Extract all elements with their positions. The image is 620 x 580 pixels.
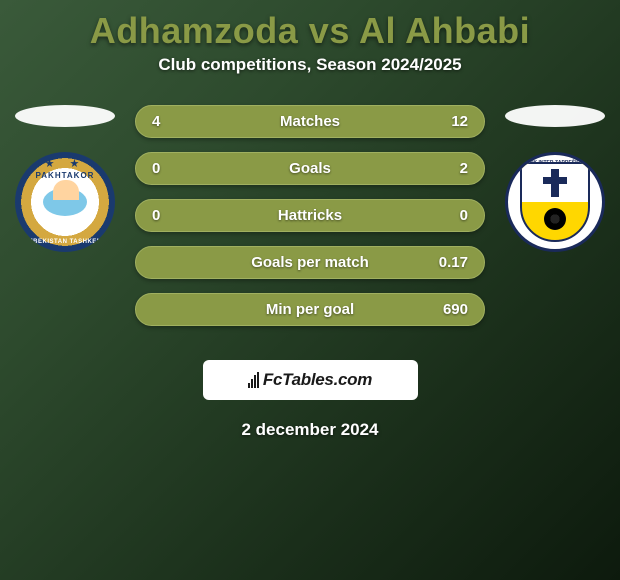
stat-label: Matches xyxy=(280,113,340,130)
stat-left-value: 4 xyxy=(152,113,192,130)
left-club-name: PAKHTAKOR xyxy=(15,171,115,180)
stat-left-value: 0 xyxy=(152,207,192,224)
right-club-logo: NK INTER ZAPREŠIĆ xyxy=(505,152,605,252)
stat-right-value: 0.17 xyxy=(428,254,468,271)
stat-row-hattricks: 0 Hattricks 0 xyxy=(135,199,485,232)
stat-label: Goals xyxy=(289,160,331,177)
date-text: 2 december 2024 xyxy=(0,420,620,440)
stat-right-value: 2 xyxy=(428,160,468,177)
right-player-area: NK INTER ZAPREŠIĆ xyxy=(500,105,610,252)
bar-chart-icon xyxy=(248,372,259,388)
branding-badge[interactable]: FcTables.com xyxy=(203,360,418,400)
cotton-icon xyxy=(43,188,87,216)
logo-stars-icon: ★ ★ xyxy=(15,157,115,170)
football-icon xyxy=(544,208,566,230)
page-subtitle: Club competitions, Season 2024/2025 xyxy=(0,55,620,105)
stat-row-goals: 0 Goals 2 xyxy=(135,152,485,185)
stat-right-value: 0 xyxy=(428,207,468,224)
stat-row-matches: 4 Matches 12 xyxy=(135,105,485,138)
comparison-card: Adhamzoda vs Al Ahbabi Club competitions… xyxy=(0,0,620,440)
stat-right-value: 12 xyxy=(428,113,468,130)
branding-text: FcTables.com xyxy=(263,370,372,390)
stat-right-value: 690 xyxy=(428,301,468,318)
stat-row-gpm: Goals per match 0.17 xyxy=(135,246,485,279)
page-title: Adhamzoda vs Al Ahbabi xyxy=(0,0,620,55)
left-player-area: ★ ★ PAKHTAKOR UZBEKISTAN TASHKENT xyxy=(10,105,120,252)
left-club-sub: UZBEKISTAN TASHKENT xyxy=(15,239,115,245)
stat-row-mpg: Min per goal 690 xyxy=(135,293,485,326)
stat-left-value: 0 xyxy=(152,160,192,177)
stat-label: Goals per match xyxy=(251,254,369,271)
shield-icon xyxy=(520,162,590,242)
left-marker-ellipse xyxy=(15,105,115,127)
stat-label: Min per goal xyxy=(266,301,354,318)
stat-label: Hattricks xyxy=(278,207,342,224)
right-marker-ellipse xyxy=(505,105,605,127)
content-area: ★ ★ PAKHTAKOR UZBEKISTAN TASHKENT NK INT… xyxy=(0,105,620,345)
left-club-logo: ★ ★ PAKHTAKOR UZBEKISTAN TASHKENT xyxy=(15,152,115,252)
cross-icon-h xyxy=(543,177,567,184)
